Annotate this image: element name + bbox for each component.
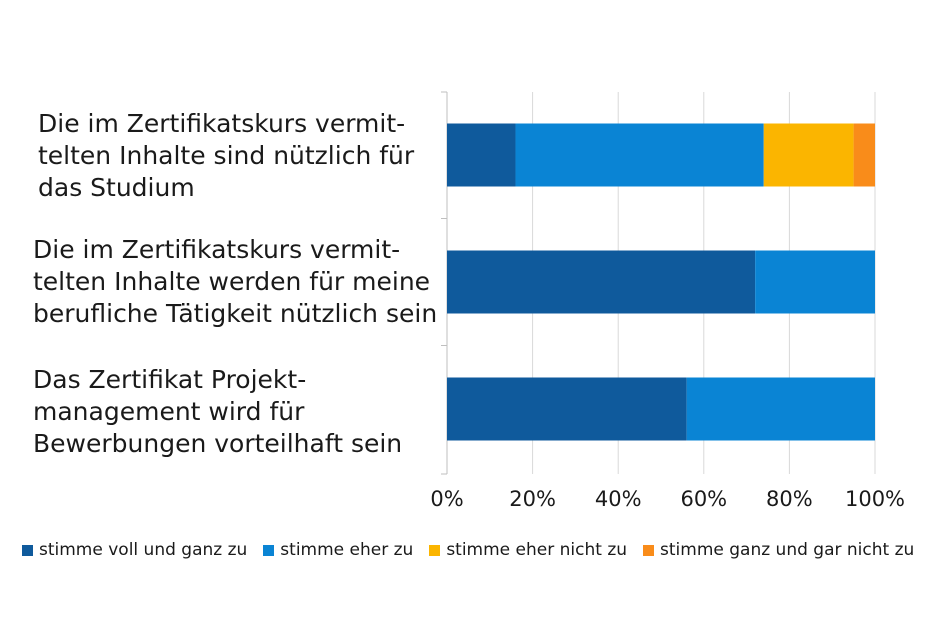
x-tick-label: 40%: [595, 487, 642, 511]
x-tick-label: 100%: [845, 487, 905, 511]
legend: stimme voll und ganz zu stimme eher zu s…: [22, 540, 930, 560]
legend-swatch-eher: [263, 544, 275, 556]
legend-item-eher: stimme eher zu: [263, 540, 413, 560]
bar-segment-3-2: [686, 377, 875, 441]
legend-label-eher: stimme eher zu: [280, 540, 414, 560]
x-tick-label: 80%: [766, 487, 813, 511]
bar-segment-1-2: [515, 123, 764, 187]
legend-swatch-voll: [22, 544, 33, 556]
legend-swatch-eher-nicht: [429, 544, 441, 556]
bar-segment-2-1: [447, 250, 756, 314]
legend-label-voll: stimme voll und ganz zu: [39, 540, 248, 560]
category-label-3: Das Zertifikat Projekt- management wird …: [33, 365, 403, 458]
legend-item-gar-nicht: stimme ganz und gar nicht zu: [643, 540, 914, 560]
x-axis-ticks: 0% 20% 40% 60% 80% 100%: [430, 487, 905, 511]
legend-label-gar-nicht: stimme ganz und gar nicht zu: [660, 540, 915, 560]
x-tick-label: 60%: [680, 487, 727, 511]
legend-swatch-gar-nicht: [643, 544, 655, 556]
bar-segment-1-1: [447, 123, 516, 187]
bar-segment-1-3: [763, 123, 854, 187]
bars: [447, 123, 875, 441]
category-label-1: Die im Zertifikatskurs vermit- telten In…: [38, 109, 415, 202]
bar-segment-1-4: [853, 123, 875, 187]
legend-label-eher-nicht: stimme eher nicht zu: [446, 540, 628, 560]
x-tick-label: 20%: [509, 487, 556, 511]
legend-item-voll: stimme voll und ganz zu: [22, 540, 247, 560]
category-axis: [441, 91, 448, 475]
legend-item-eher-nicht: stimme eher nicht zu: [429, 540, 627, 560]
x-tick-label: 0%: [430, 487, 463, 511]
bar-segment-3-1: [447, 377, 687, 441]
bar-segment-2-2: [755, 250, 875, 314]
category-label-2: Die im Zertifikatskurs vermit- telten In…: [33, 235, 438, 328]
